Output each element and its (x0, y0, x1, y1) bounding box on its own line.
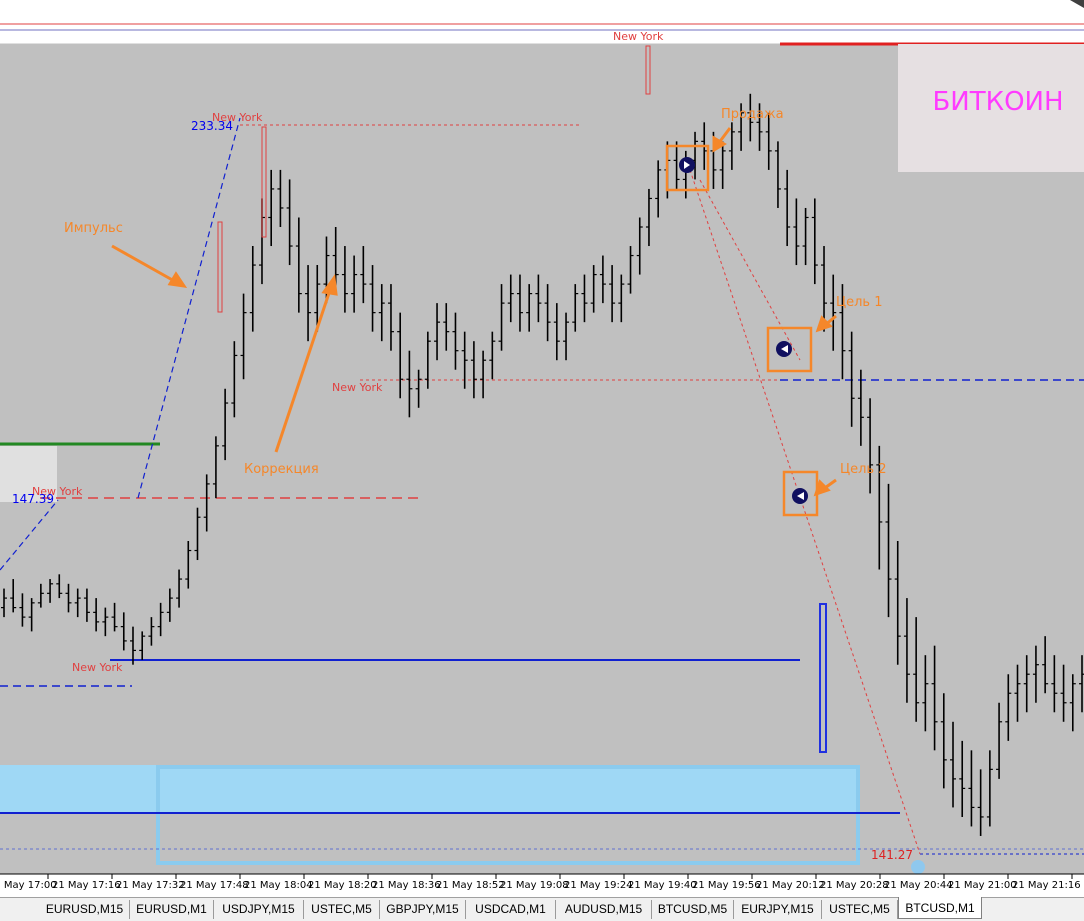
price-chart[interactable]: БИТКОИН New York New York New York (0, 0, 1084, 897)
session-label-3: New York (332, 381, 383, 394)
tab-ustec-m5[interactable]: USTEC,M5 (304, 900, 380, 919)
time-tick-label: 21 May 17:00 (0, 880, 57, 891)
tab-eurusd-m1[interactable]: EURUSD,M1 (130, 900, 214, 919)
time-tick-label: 21 May 19:56 (692, 880, 761, 891)
time-tick-label: 21 May 21:16 (1012, 880, 1081, 891)
tab-btcusd-m5[interactable]: BTCUSD,M5 (652, 900, 734, 919)
annotation-correction: Коррекция (244, 462, 319, 477)
annotation-impulse: Импульс (64, 221, 123, 236)
sell-signal-box[interactable] (665, 144, 710, 192)
annotation-target2: Цель 2 (840, 462, 886, 477)
time-tick-label: 21 May 18:04 (244, 880, 313, 891)
tab-eurusd-m15[interactable]: EURUSD,M15 (40, 900, 130, 919)
session-label-1: New York (613, 30, 664, 43)
time-tick-label: 21 May 17:48 (180, 880, 249, 891)
annotation-target1: Цель 1 (836, 295, 882, 310)
session-label-5: New York (72, 661, 123, 674)
tab-audusd-m15[interactable]: AUDUSD,M15 (556, 900, 652, 919)
time-tick-label: 21 May 21:00 (948, 880, 1017, 891)
time-tick-label: 21 May 19:24 (564, 880, 633, 891)
annotation-sell: Продажа (721, 107, 784, 122)
symbol-label: БИТКОИН (932, 87, 1063, 117)
low-marker-icon (911, 860, 925, 874)
time-tick-label: 21 May 20:44 (884, 880, 953, 891)
target2-signal-box[interactable] (782, 470, 819, 517)
time-tick-label: 21 May 18:20 (308, 880, 377, 891)
price-label-high: 233.34 (191, 119, 233, 133)
time-tick-label: 21 May 20:12 (756, 880, 825, 891)
session-label-2: New York (212, 111, 263, 124)
time-tick-label: 21 May 19:08 (500, 880, 569, 891)
time-tick-label: 21 May 18:52 (436, 880, 505, 891)
price-label-low: 141.27 (871, 848, 913, 862)
tab-usdjpy-m15[interactable]: USDJPY,M15 (214, 900, 304, 919)
tab-gbpjpy-m15[interactable]: GBPJPY,M15 (380, 900, 466, 919)
time-tick-label: 21 May 19:40 (628, 880, 697, 891)
time-tick-label: 21 May 18:36 (372, 880, 441, 891)
arrow-group (111, 127, 837, 497)
price-label-mid: 147.39 (12, 492, 54, 506)
tab-eurjpy-m15[interactable]: EURJPY,M15 (734, 900, 822, 919)
time-tick-label: 21 May 20:28 (820, 880, 889, 891)
target1-signal-box[interactable] (766, 326, 813, 373)
symbol-tabs-bar: EURUSD,M15 EURUSD,M1 USDJPY,M15 USTEC,M5… (0, 897, 1084, 921)
tab-btcusd-m1[interactable]: BTCUSD,M1 (898, 897, 982, 919)
session-label-4: New York (32, 485, 83, 498)
tab-usdcad-m1[interactable]: USDCAD,M1 (466, 900, 556, 919)
time-tick-label: 21 May 17:16 (52, 880, 121, 891)
tab-ustec-m5-2[interactable]: USTEC,M5 (822, 900, 898, 919)
time-tick-label: 21 May 17:32 (116, 880, 185, 891)
